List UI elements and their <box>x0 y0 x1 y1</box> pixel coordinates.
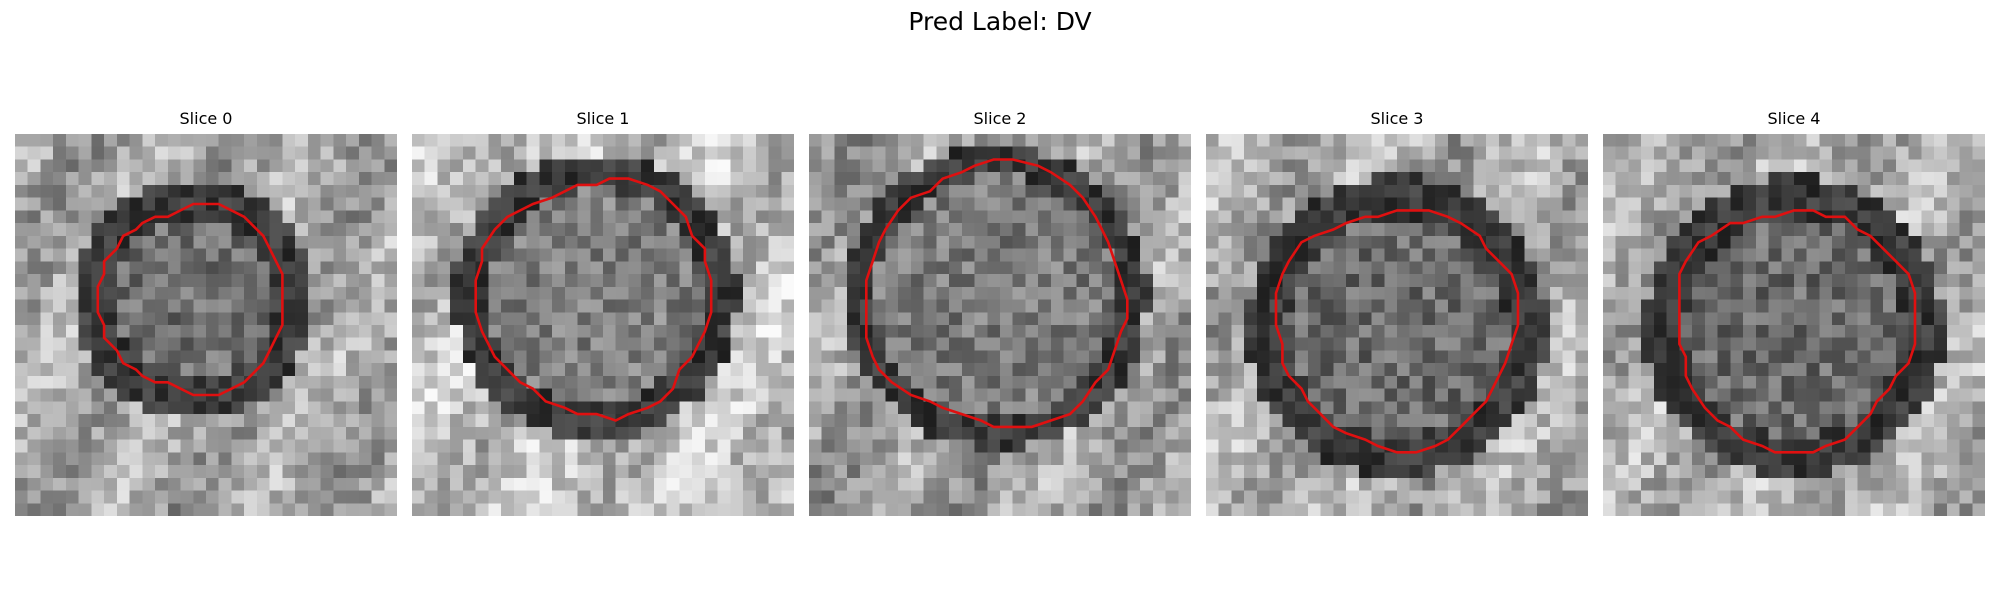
prediction-contour <box>864 158 1129 429</box>
slice-image <box>1603 134 1985 516</box>
prediction-contour <box>1678 209 1917 454</box>
pixel-grid <box>15 134 397 516</box>
slice-image <box>809 134 1191 516</box>
slice-image <box>412 134 794 516</box>
slice-image <box>15 134 397 516</box>
slice-panel-2: Slice 2 <box>809 106 1191 524</box>
prediction-contour <box>96 202 284 397</box>
slice-image <box>1206 134 1588 516</box>
slice-title: Slice 3 <box>1370 109 1424 128</box>
slice-panel-4: Slice 4 <box>1603 106 1985 524</box>
slice-panel-0: Slice 0 <box>15 106 397 524</box>
slice-title: Slice 2 <box>973 109 1027 128</box>
slice-panel-1: Slice 1 <box>412 106 794 524</box>
slice-title: Slice 0 <box>179 109 233 128</box>
pixel-grid <box>1603 134 1985 516</box>
pixel-grid <box>1206 134 1588 516</box>
pixel-grid <box>412 134 794 516</box>
prediction-contour <box>474 177 713 422</box>
slice-panel-3: Slice 3 <box>1206 106 1588 524</box>
slice-title: Slice 4 <box>1767 109 1821 128</box>
figure-title: Pred Label: DV <box>908 7 1092 36</box>
slice-title: Slice 1 <box>576 109 630 128</box>
prediction-contour <box>1274 209 1520 454</box>
